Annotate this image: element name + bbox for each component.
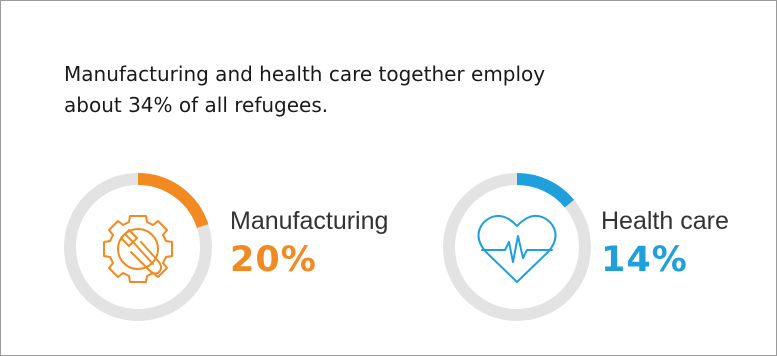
donut-health-care [442,172,592,322]
value-health-care: 14% [601,240,688,280]
value-manufacturing: 20% [230,240,317,280]
label-health-care: Health care [601,207,729,235]
label-manufacturing: Manufacturing [230,207,389,235]
gear-wrench-icon [103,215,173,283]
headline: Manufacturing and health care together e… [64,62,546,117]
donut-segment-manufacturing [137,173,209,229]
donut-segment-health-care [516,173,575,208]
heartbeat-icon [477,215,557,283]
donut-manufacturing [63,172,213,322]
